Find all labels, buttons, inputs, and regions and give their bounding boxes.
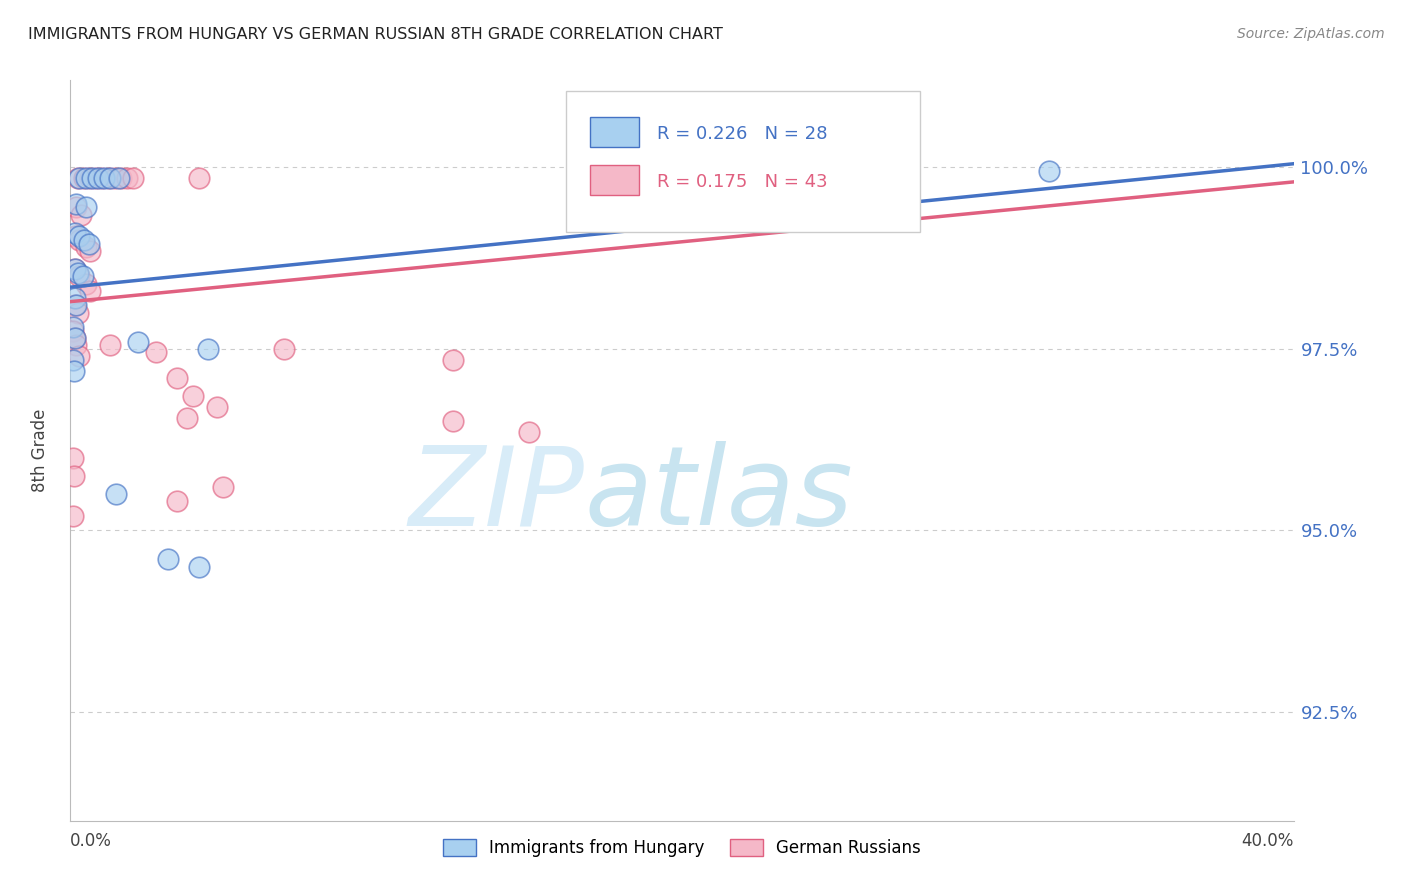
Point [63,226,86,240]
Point [127,334,149,349]
Point [80,171,103,186]
Point [77,236,100,251]
Point [72,269,94,284]
Text: ZIP: ZIP [408,442,583,549]
FancyBboxPatch shape [591,165,640,195]
Point [110,171,132,186]
Point [441,352,464,367]
Point [181,389,204,403]
Point [187,559,209,574]
Point [63,363,86,377]
Point [63,298,86,312]
Text: 0.0%: 0.0% [70,831,112,849]
Point [145,345,167,359]
Point [75,200,97,214]
Point [63,468,86,483]
Point [63,229,86,244]
Point [69,229,91,244]
Text: 40.0%: 40.0% [1241,831,1294,849]
Point [62,450,84,465]
Point [98,171,121,186]
Point [79,244,101,258]
Point [73,171,96,186]
Point [63,331,86,345]
Point [104,171,127,186]
Point [65,196,87,211]
Text: IMMIGRANTS FROM HUNGARY VS GERMAN RUSSIAN 8TH GRADE CORRELATION CHART: IMMIGRANTS FROM HUNGARY VS GERMAN RUSSIA… [28,27,723,42]
Point [98,338,121,352]
Point [75,240,97,254]
Point [97,171,120,186]
Text: Source: ZipAtlas.com: Source: ZipAtlas.com [1237,27,1385,41]
Point [65,298,87,312]
FancyBboxPatch shape [591,118,640,147]
Point [73,233,96,247]
Point [87,171,110,186]
Point [105,487,128,501]
Point [91,171,114,186]
Point [63,262,86,277]
Point [187,171,209,186]
Point [197,342,219,356]
Point [157,552,180,566]
Point [517,425,540,440]
Point [63,262,86,277]
Point [869,161,891,175]
Point [75,171,97,186]
Point [79,284,101,298]
Point [70,208,93,222]
Point [79,171,101,186]
Point [205,400,228,414]
Text: R = 0.226   N = 28: R = 0.226 N = 28 [658,126,828,144]
Point [84,171,107,186]
Point [122,171,145,186]
Point [93,171,115,186]
Point [69,269,91,284]
Point [66,305,89,319]
Point [115,171,138,186]
Point [66,266,89,280]
Point [273,342,295,356]
Point [62,324,84,338]
Point [441,414,464,428]
Point [176,410,198,425]
Text: R = 0.175   N = 43: R = 0.175 N = 43 [658,173,828,192]
Legend: Immigrants from Hungary, German Russians: Immigrants from Hungary, German Russians [436,832,928,864]
Point [63,331,86,345]
Point [62,320,84,334]
Text: atlas: atlas [583,442,852,549]
Point [69,171,91,186]
Point [212,480,235,494]
Point [1038,164,1060,178]
FancyBboxPatch shape [565,91,921,232]
Point [166,371,188,385]
Point [66,171,89,186]
Point [65,338,87,352]
Point [166,494,188,508]
Point [63,291,86,305]
Text: 8th Grade: 8th Grade [31,409,49,492]
Point [65,200,87,214]
Point [62,352,84,367]
Point [108,171,131,186]
Point [69,349,91,363]
Point [69,233,91,247]
Point [75,277,97,291]
Point [62,508,84,523]
Point [793,161,815,175]
